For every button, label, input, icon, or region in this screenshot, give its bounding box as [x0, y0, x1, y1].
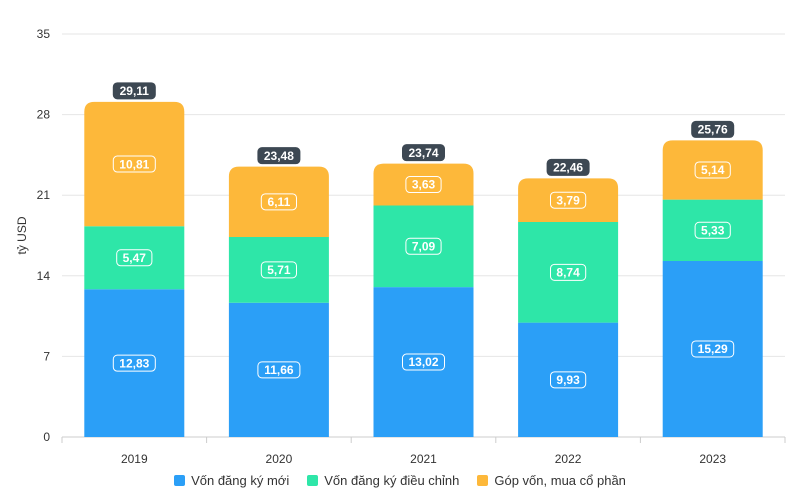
total-value-label-box	[546, 158, 590, 176]
total-value-label: 25,76	[698, 123, 728, 137]
segment-value-label-box	[257, 361, 301, 379]
legend-swatch	[477, 475, 489, 486]
segment-value-label: 5,47	[123, 251, 147, 265]
segment-value-label-box	[550, 371, 587, 389]
segment-value-label-box	[694, 221, 731, 239]
segment-value-label-box	[260, 193, 297, 211]
total-value-label: 23,48	[264, 149, 294, 163]
legend-label: Góp vốn, mua cổ phần	[494, 473, 626, 488]
segment-value-label: 13,02	[408, 355, 438, 369]
segment-value-label: 12,83	[119, 356, 149, 370]
segment-value-label-box	[691, 340, 735, 358]
segment-value-label: 11,66	[264, 363, 294, 377]
total-value-label-box	[402, 144, 445, 162]
x-tick-label: 2023	[699, 452, 726, 466]
x-tick-label: 2022	[555, 452, 582, 466]
legend-item[interactable]: Vốn đăng ký điều chỉnh	[307, 473, 459, 488]
segment-value-label-box	[112, 354, 156, 372]
y-tick-label: 21	[37, 188, 51, 202]
segment-value-label: 10,81	[119, 157, 149, 171]
legend-swatch	[174, 475, 186, 486]
legend: Vốn đăng ký mới Vốn đăng ký điều chỉnh Góp…	[0, 473, 800, 488]
segment-value-label: 3,79	[556, 193, 580, 207]
segment-value-label: 6,11	[268, 195, 291, 209]
x-tick-label: 2021	[410, 452, 437, 466]
y-tick-label: 28	[37, 108, 51, 122]
segment-value-label-box	[112, 155, 156, 173]
segment-value-label-box	[405, 176, 442, 194]
total-value-label: 23,74	[408, 146, 438, 160]
y-tick-label: 7	[43, 349, 50, 363]
segment-value-label: 5,71	[267, 263, 291, 277]
y-tick-label: 14	[37, 269, 51, 283]
legend-label: Vốn đăng ký điều chỉnh	[324, 473, 460, 488]
segment-value-label-box	[694, 161, 731, 179]
segment-value-label: 15,29	[698, 342, 728, 356]
total-value-label: 29,11	[120, 84, 150, 98]
segment-value-label: 5,14	[701, 163, 725, 177]
segment-value-label: 9,93	[556, 373, 580, 387]
segment-value-label: 3,63	[412, 178, 436, 192]
labels-layer: 12,83 5,47 10,81 29,11 11,66 5,71 6,11 23,48 13,…	[112, 82, 735, 389]
y-axis-title: tỷ USD	[15, 216, 29, 254]
segment-value-label-box	[550, 191, 587, 209]
segment-value-label: 7,09	[412, 239, 436, 253]
legend-item[interactable]: Vốn đăng ký mới	[174, 473, 289, 488]
segment-value-label-box	[550, 263, 587, 281]
total-value-label-box	[691, 120, 735, 138]
segment-value-label-box	[116, 249, 153, 267]
legend-item[interactable]: Góp vốn, mua cổ phần	[477, 473, 626, 488]
segment-value-label-box	[260, 261, 297, 279]
total-value-label: 22,46	[553, 161, 583, 175]
total-value-label-box	[112, 82, 156, 100]
legend-swatch	[307, 475, 319, 486]
segment-value-label: 8,74	[556, 266, 580, 280]
x-tick-label: 2020	[266, 452, 293, 466]
total-value-label-box	[257, 147, 301, 165]
legend-label: Vốn đăng ký mới	[191, 473, 290, 488]
y-tick-label: 35	[37, 27, 51, 41]
stacked-bar-chart: 0 7 14 21 28 35 2019 2020 2021 2022 2023 12,83 5,47…	[15, 27, 786, 466]
y-tick-label: 0	[43, 430, 50, 444]
segment-value-label-box	[405, 237, 442, 255]
x-tick-label: 2019	[121, 452, 148, 466]
segment-value-label: 5,33	[701, 223, 725, 237]
segment-value-label-box	[402, 353, 445, 371]
